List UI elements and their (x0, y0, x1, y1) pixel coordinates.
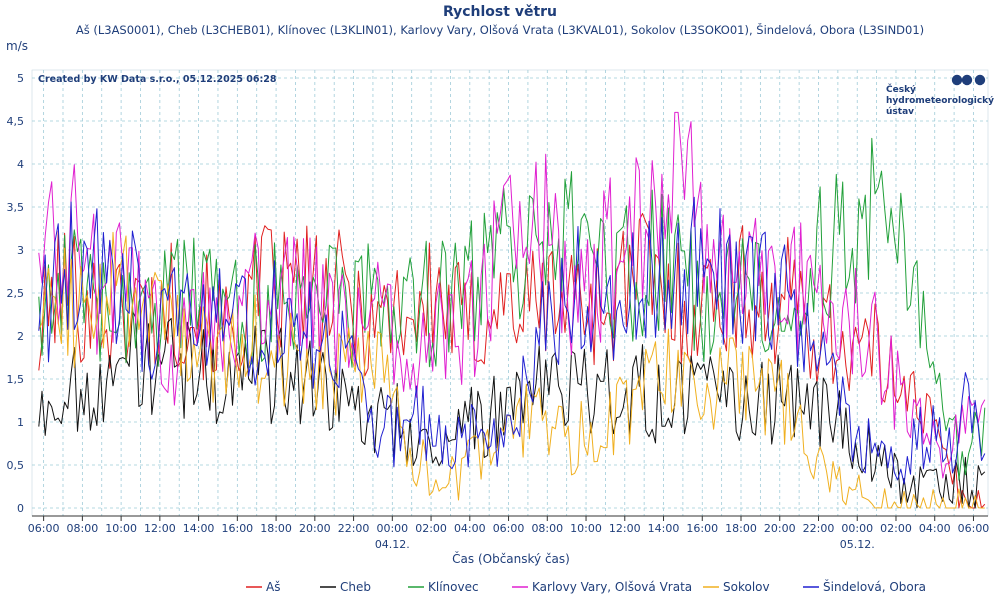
x-tick-label: 12:00 (609, 522, 641, 535)
x-tick-label: 12:00 (144, 522, 176, 535)
x-tick-label: 10:00 (105, 522, 137, 535)
logo-dot-icon (951, 74, 963, 86)
x-tick-label: 22:00 (338, 522, 370, 535)
x-tick-label: 06:00 (28, 522, 60, 535)
series-line (38, 231, 985, 509)
y-tick-label: 5 (17, 72, 24, 85)
y-axis-ticks: 0 0,5 1 1,5 2 2,5 3 3,5 4 4,5 5 (7, 72, 25, 515)
x-tick-label: 18:00 (725, 522, 757, 535)
legend-label: Klínovec (428, 580, 479, 594)
legend-label: Aš (266, 580, 280, 594)
x-tick-label: 02:00 (880, 522, 912, 535)
date-label: 05.12. (840, 538, 875, 551)
x-tick-label: 00:00 (841, 522, 873, 535)
x-tick-label: 10:00 (570, 522, 602, 535)
series-line (38, 196, 986, 485)
legend-label: Karlovy Vary, Olšová Vrata (532, 580, 692, 594)
x-axis-ticks: 06:00 08:00 10:00 12:00 14:00 16:00 18:00 20:00… (28, 516, 990, 551)
chmi-logo: Český hydrometeorologický ústav (886, 74, 994, 117)
x-tick-label: 06:00 (493, 522, 525, 535)
chart-title: Rychlost větru (443, 4, 557, 20)
logo-dot-icon (961, 74, 973, 86)
logo-line-2: hydrometeorologický (886, 96, 994, 106)
y-tick-label: 3 (17, 244, 24, 257)
x-axis-title: Čas (Občanský čas) (452, 551, 570, 566)
y-tick-label: 4,5 (7, 115, 25, 128)
x-tick-label: 14:00 (183, 522, 215, 535)
x-tick-label: 14:00 (648, 522, 680, 535)
date-label: 04.12. (375, 538, 410, 551)
x-tick-label: 00:00 (376, 522, 408, 535)
x-tick-label: 06:00 (958, 522, 990, 535)
legend-label: Cheb (340, 580, 371, 594)
y-tick-label: 4 (17, 158, 24, 171)
x-tick-label: 20:00 (764, 522, 796, 535)
y-tick-label: 0 (17, 502, 24, 515)
x-tick-label: 20:00 (299, 522, 331, 535)
x-tick-label: 04:00 (919, 522, 951, 535)
y-tick-label: 1 (17, 416, 24, 429)
series-line (38, 137, 986, 481)
y-axis-unit: m/s (6, 39, 28, 53)
legend-label: Šindelová, Obora (823, 579, 926, 594)
logo-line-1: Český (886, 83, 916, 95)
x-tick-label: 02:00 (415, 522, 447, 535)
series-line (38, 310, 986, 509)
series-line (38, 111, 986, 479)
y-tick-label: 3,5 (7, 201, 25, 214)
x-tick-label: 08:00 (531, 522, 563, 535)
chart-subtitle: Aš (L3AS0001), Cheb (L3CHEB01), Klínovec… (76, 22, 924, 37)
x-tick-label: 22:00 (803, 522, 835, 535)
y-tick-label: 1,5 (7, 373, 25, 386)
y-tick-label: 0,5 (7, 459, 25, 472)
series-lines (38, 111, 986, 509)
x-tick-label: 16:00 (686, 522, 718, 535)
x-tick-label: 04:00 (454, 522, 486, 535)
x-tick-label: 18:00 (260, 522, 292, 535)
logo-dot-icon (974, 74, 986, 86)
x-tick-label: 16:00 (221, 522, 253, 535)
credit-note: Created by KW Data s.r.o., 05.12.2025 06… (38, 74, 277, 85)
x-tick-label: 08:00 (67, 522, 99, 535)
legend-label: Sokolov (723, 580, 770, 594)
y-tick-label: 2,5 (7, 287, 25, 300)
logo-line-3: ústav (886, 107, 914, 117)
chart-legend: Aš Cheb Klínovec Karlovy Vary, Olšová Vrata… (246, 579, 926, 594)
y-tick-label: 2 (17, 330, 24, 343)
